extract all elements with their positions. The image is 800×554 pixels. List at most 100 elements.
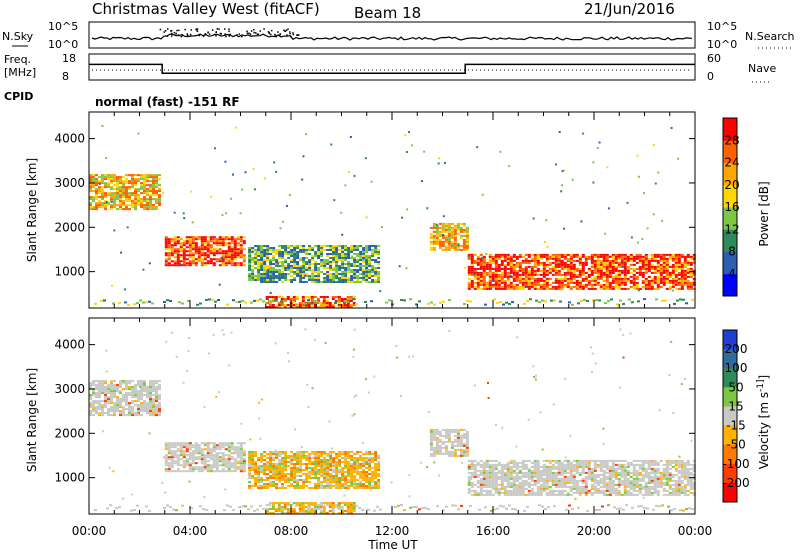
heatmap-cell (575, 287, 579, 290)
heatmap-cell (344, 257, 348, 259)
heatmap-cell (515, 265, 519, 268)
heatmap-cell (263, 263, 267, 265)
heatmap-cell (110, 204, 113, 207)
heatmap-cell (335, 483, 339, 485)
heatmap-cell (290, 279, 294, 281)
heatmap-cell (328, 510, 332, 512)
heatmap-cell (149, 176, 152, 179)
heatmap-cell (368, 465, 372, 467)
heatmap-cell (254, 249, 258, 251)
heatmap-cell (462, 442, 466, 445)
heatmap-cell (521, 461, 525, 464)
heatmap-cell (301, 512, 305, 514)
heatmap-cell (521, 475, 525, 478)
heatmap-cell (92, 178, 95, 181)
heatmap-cell (283, 504, 287, 506)
heatmap-cell (298, 512, 302, 514)
heatmap-cell (344, 273, 348, 275)
heatmap-cell (338, 483, 342, 485)
heatmap-cell (122, 176, 125, 179)
heatmap-cell (686, 283, 690, 286)
heatmap-cell (371, 267, 375, 269)
heatmap-cell (269, 292, 272, 294)
heatmap-cell (677, 255, 681, 258)
heatmap-cell (485, 475, 489, 478)
heatmap-cell (545, 269, 549, 272)
heatmap-cell (444, 446, 448, 449)
heatmap-cell (179, 246, 183, 249)
heatmap-cell (101, 176, 104, 179)
heatmap-cell (347, 249, 351, 251)
heatmap-cell (287, 273, 291, 275)
heatmap-cell (432, 448, 436, 451)
heatmap-cell (101, 188, 104, 191)
heatmap-cell (473, 277, 477, 280)
heatmap-cell (509, 461, 513, 464)
heatmap-cell (346, 306, 350, 308)
heatmap-cell (254, 483, 258, 485)
heatmap-cell (137, 382, 140, 385)
heatmap-cell (459, 222, 463, 225)
heatmap-cell (332, 275, 336, 277)
heatmap-cell (215, 464, 219, 467)
heatmap-cell (614, 267, 618, 270)
heatmap-cell (248, 473, 252, 475)
heatmap-cell (107, 202, 110, 205)
heatmap-cell (257, 255, 261, 257)
heatmap-cell (143, 178, 146, 181)
heatmap-cell (188, 248, 192, 251)
heatmap-cell (191, 446, 195, 449)
heatmap-cell (557, 269, 561, 272)
heatmap-cell (182, 464, 186, 467)
heatmap-cell (179, 244, 183, 247)
heatmap-cell (359, 259, 363, 261)
heatmap-cell (476, 469, 480, 472)
heatmap-cell (335, 259, 339, 261)
heatmap-cell (527, 261, 531, 264)
heatmap-cell (89, 184, 92, 187)
heatmap-cell (349, 136, 352, 138)
heatmap-cell (89, 206, 92, 209)
heatmap-cell (470, 489, 474, 492)
heatmap-cell (119, 190, 122, 193)
heatmap-cell (539, 263, 543, 266)
heatmap-cell (347, 281, 351, 283)
heatmap-cell (278, 265, 282, 267)
heatmap-cell (164, 458, 168, 461)
heatmap-cell (447, 244, 451, 247)
heatmap-cell (125, 196, 128, 199)
heatmap-cell (632, 257, 636, 260)
heatmap-cell (323, 477, 327, 479)
heatmap-cell (119, 178, 122, 181)
heatmap-cell (350, 459, 354, 461)
nsky-point (180, 35, 182, 38)
heatmap-cell (155, 200, 158, 203)
heatmap-cell (137, 178, 140, 181)
heatmap-cell (620, 271, 624, 274)
heatmap-cell (263, 265, 267, 267)
heatmap-cell (310, 304, 314, 306)
heatmap-cell (128, 204, 131, 207)
heatmap-cell (362, 473, 366, 475)
heatmap-cell (365, 247, 369, 249)
heatmap-cell (284, 261, 288, 263)
heatmap-cell (592, 181, 595, 184)
heatmap-cell (569, 263, 573, 266)
heatmap-cell (533, 279, 537, 282)
heatmap-cell (215, 458, 219, 461)
heatmap-cell (302, 487, 306, 489)
heatmap-cell (254, 477, 258, 479)
heatmap-cell (194, 246, 198, 249)
heatmap-cell (506, 481, 510, 484)
heatmap-cell (149, 386, 152, 389)
heatmap-cell (530, 283, 534, 286)
heatmap-cell (143, 406, 146, 409)
heatmap-cell (257, 487, 261, 489)
heatmap-cell (278, 249, 282, 251)
heatmap-cell (674, 253, 678, 256)
heatmap-cell (365, 473, 369, 475)
heatmap-cell (621, 265, 624, 268)
heatmap-cell (167, 470, 171, 473)
heatmap-cell (626, 255, 630, 258)
heatmap-cell (104, 174, 107, 177)
